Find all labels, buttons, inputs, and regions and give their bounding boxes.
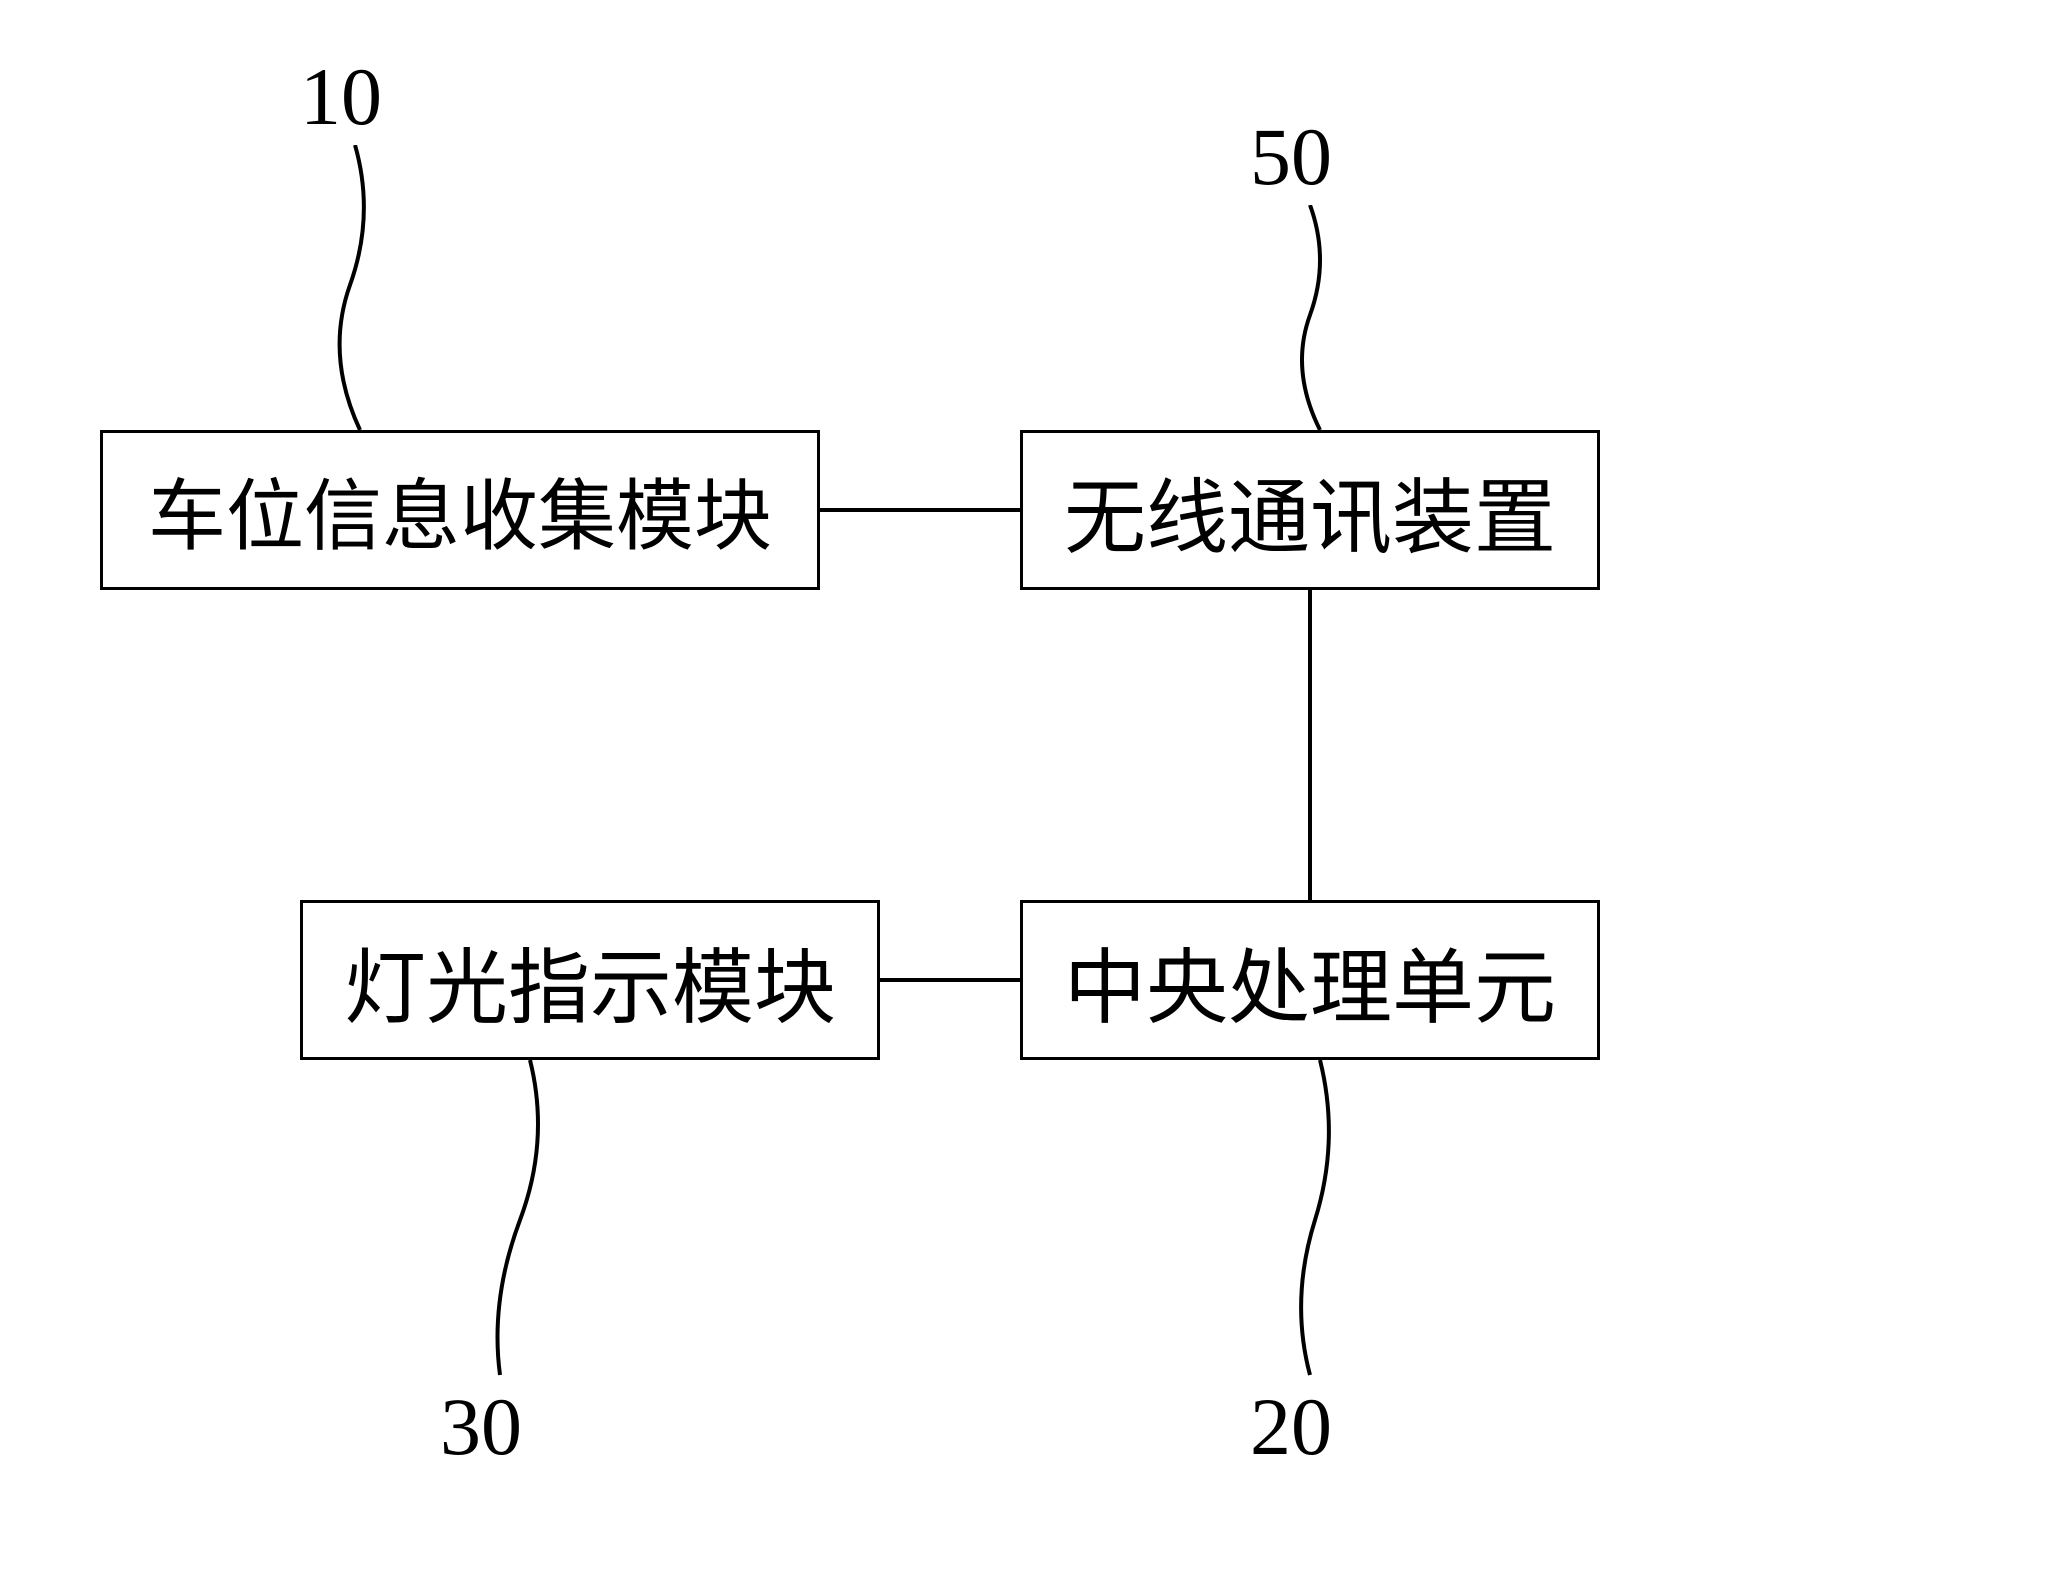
node-label: 无线通讯装置	[1064, 451, 1556, 570]
edge-10-50	[820, 508, 1020, 512]
node-label: 中央处理单元	[1064, 921, 1556, 1040]
node-wireless-comm: 无线通讯装置	[1020, 430, 1600, 590]
squiggle-20	[1260, 1060, 1380, 1380]
ref-text: 30	[440, 1381, 522, 1472]
ref-label-30: 30	[440, 1380, 522, 1474]
ref-label-50: 50	[1250, 110, 1332, 204]
node-parking-info-collection: 车位信息收集模块	[100, 430, 820, 590]
node-label: 灯光指示模块	[344, 921, 836, 1040]
edge-50-20	[1308, 590, 1312, 900]
block-diagram: 车位信息收集模块 10 无线通讯装置 50 灯光指示模块 30 中央处理单元 2…	[0, 0, 2064, 1574]
squiggle-50	[1270, 205, 1390, 435]
node-light-indicator: 灯光指示模块	[300, 900, 880, 1060]
ref-text: 10	[300, 51, 382, 142]
edge-20-30	[880, 978, 1020, 982]
ref-label-10: 10	[300, 50, 382, 144]
ref-text: 20	[1250, 1381, 1332, 1472]
node-cpu: 中央处理单元	[1020, 900, 1600, 1060]
squiggle-10	[300, 145, 420, 435]
squiggle-30	[460, 1060, 580, 1380]
node-label: 车位信息收集模块	[148, 454, 772, 566]
ref-text: 50	[1250, 111, 1332, 202]
ref-label-20: 20	[1250, 1380, 1332, 1474]
